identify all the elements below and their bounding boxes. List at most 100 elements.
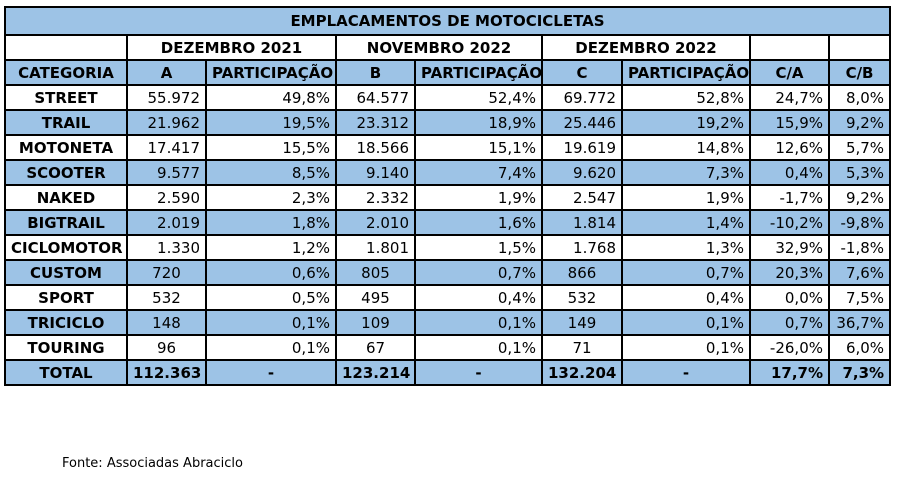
table-row: CUSTOM 720 0,6% 805 0,7% 866 0,7% 20,3% 7,6% — [4, 259, 892, 286]
table-cell: 0,1% — [414, 309, 543, 336]
category-cell: TRICICLO — [4, 309, 128, 336]
table-cell: 0,5% — [205, 284, 337, 311]
column-header: PARTICIPAÇÃO — [414, 59, 543, 86]
table-cell: 18,9% — [414, 109, 543, 136]
table-cell: 1,8% — [205, 209, 337, 236]
table-row: TRAIL 21.962 19,5% 23.312 18,9% 25.446 19,2% 15… — [4, 109, 892, 136]
table-cell: 15,1% — [414, 134, 543, 161]
category-cell: CUSTOM — [4, 259, 128, 286]
table-cell: 17.417 — [126, 134, 207, 161]
table-cell: 866 — [541, 259, 623, 286]
total-cell: 17,7% — [749, 359, 830, 386]
table-cell: 15,5% — [205, 134, 337, 161]
column-header: C/B — [827, 59, 892, 86]
table-cell: 2.019 — [126, 209, 207, 236]
table-cell: 71 — [541, 334, 623, 361]
column-header: CATEGORIA — [4, 59, 128, 86]
column-header: A — [126, 59, 207, 86]
category-cell: SPORT — [4, 284, 128, 311]
table-cell: 21.962 — [126, 109, 207, 136]
table-cell: 2,3% — [205, 184, 337, 211]
table-cell: 67 — [335, 334, 416, 361]
source-note: Fonte: Associadas Abraciclo — [62, 456, 243, 471]
table-cell: 7,5% — [827, 284, 892, 311]
table-row: TOURING 96 0,1% 67 0,1% 71 0,1% -26,0% 6,0% — [4, 334, 892, 361]
table-cell: 19,5% — [205, 109, 337, 136]
column-header: PARTICIPAÇÃO — [205, 59, 337, 86]
table-cell: 23.312 — [335, 109, 416, 136]
table-cell: -1,7% — [749, 184, 830, 211]
table-cell: 52,8% — [621, 84, 751, 111]
table-cell: 9.620 — [541, 159, 623, 186]
table-cell: 18.566 — [335, 134, 416, 161]
total-cell: 7,3% — [827, 359, 892, 386]
table-cell: 5,7% — [827, 134, 892, 161]
table-cell: 0,4% — [749, 159, 830, 186]
table-cell: 8,5% — [205, 159, 337, 186]
table-cell: 55.972 — [126, 84, 207, 111]
category-cell: TRAIL — [4, 109, 128, 136]
table-cell: -1,8% — [827, 234, 892, 261]
period-blank — [4, 34, 128, 61]
table-cell: 0,1% — [205, 309, 337, 336]
table-cell: 0,6% — [205, 259, 337, 286]
category-cell: SCOOTER — [4, 159, 128, 186]
table-cell: 0,1% — [621, 334, 751, 361]
total-cell: 112.363 — [126, 359, 207, 386]
category-cell: MOTONETA — [4, 134, 128, 161]
table-cell: 52,4% — [414, 84, 543, 111]
table-row: BIGTRAIL 2.019 1,8% 2.010 1,6% 1.814 1,4% -10,2… — [4, 209, 892, 236]
total-cell: - — [414, 359, 543, 386]
table-cell: 0,4% — [414, 284, 543, 311]
category-cell: CICLOMOTOR — [4, 234, 128, 261]
table-cell: 96 — [126, 334, 207, 361]
table-cell: 2.010 — [335, 209, 416, 236]
table-cell: 36,7% — [827, 309, 892, 336]
table-cell: 8,0% — [827, 84, 892, 111]
table-cell: 1,9% — [621, 184, 751, 211]
table-cell: 15,9% — [749, 109, 830, 136]
table-row: SPORT 532 0,5% 495 0,4% 532 0,4% 0,0% 7,5% — [4, 284, 892, 311]
table-cell: 64.577 — [335, 84, 416, 111]
table-row: CICLOMOTOR 1.330 1,2% 1.801 1,5% 1.768 1,3% 32,… — [4, 234, 892, 261]
total-row: TOTAL 112.363-123.214-132.204-17,7% 7,3% — [4, 359, 892, 386]
table-cell: 7,6% — [827, 259, 892, 286]
period-nov-2022: NOVEMBRO 2022 — [335, 34, 543, 61]
table-cell: 19.619 — [541, 134, 623, 161]
table-cell: 149 — [541, 309, 623, 336]
table-cell: 49,8% — [205, 84, 337, 111]
table-cell: 25.446 — [541, 109, 623, 136]
period-blank — [827, 34, 892, 61]
table-row: TRICICLO 148 0,1% 109 0,1% 149 0,1% 0,7% 36,7% — [4, 309, 892, 336]
table-row: SCOOTER 9.577 8,5% 9.140 7,4% 9.620 7,3% 0,4% 5,… — [4, 159, 892, 186]
table-cell: 532 — [541, 284, 623, 311]
table-cell: 720 — [126, 259, 207, 286]
table-cell: 24,7% — [749, 84, 830, 111]
table-cell: 9,2% — [827, 184, 892, 211]
column-header: B — [335, 59, 416, 86]
table-cell: 20,3% — [749, 259, 830, 286]
period-dec-2022: DEZEMBRO 2022 — [541, 34, 751, 61]
period-dec-2021: DEZEMBRO 2021 — [126, 34, 337, 61]
total-cell: - — [621, 359, 751, 386]
total-label: TOTAL — [4, 359, 128, 386]
column-header: PARTICIPAÇÃO — [621, 59, 751, 86]
category-cell: TOURING — [4, 334, 128, 361]
table-cell: 2.547 — [541, 184, 623, 211]
total-cell: 123.214 — [335, 359, 416, 386]
table-cell: 0,1% — [414, 334, 543, 361]
table-cell: 0,1% — [621, 309, 751, 336]
table-cell: 1,9% — [414, 184, 543, 211]
table-cell: 19,2% — [621, 109, 751, 136]
category-cell: NAKED — [4, 184, 128, 211]
table-cell: 12,6% — [749, 134, 830, 161]
table-cell: 69.772 — [541, 84, 623, 111]
table-cell: 1.801 — [335, 234, 416, 261]
column-header: C — [541, 59, 623, 86]
category-cell: STREET — [4, 84, 128, 111]
table-cell: 532 — [126, 284, 207, 311]
table-cell: 7,4% — [414, 159, 543, 186]
table-cell: 32,9% — [749, 234, 830, 261]
table-cell: 148 — [126, 309, 207, 336]
table-cell: 1,6% — [414, 209, 543, 236]
